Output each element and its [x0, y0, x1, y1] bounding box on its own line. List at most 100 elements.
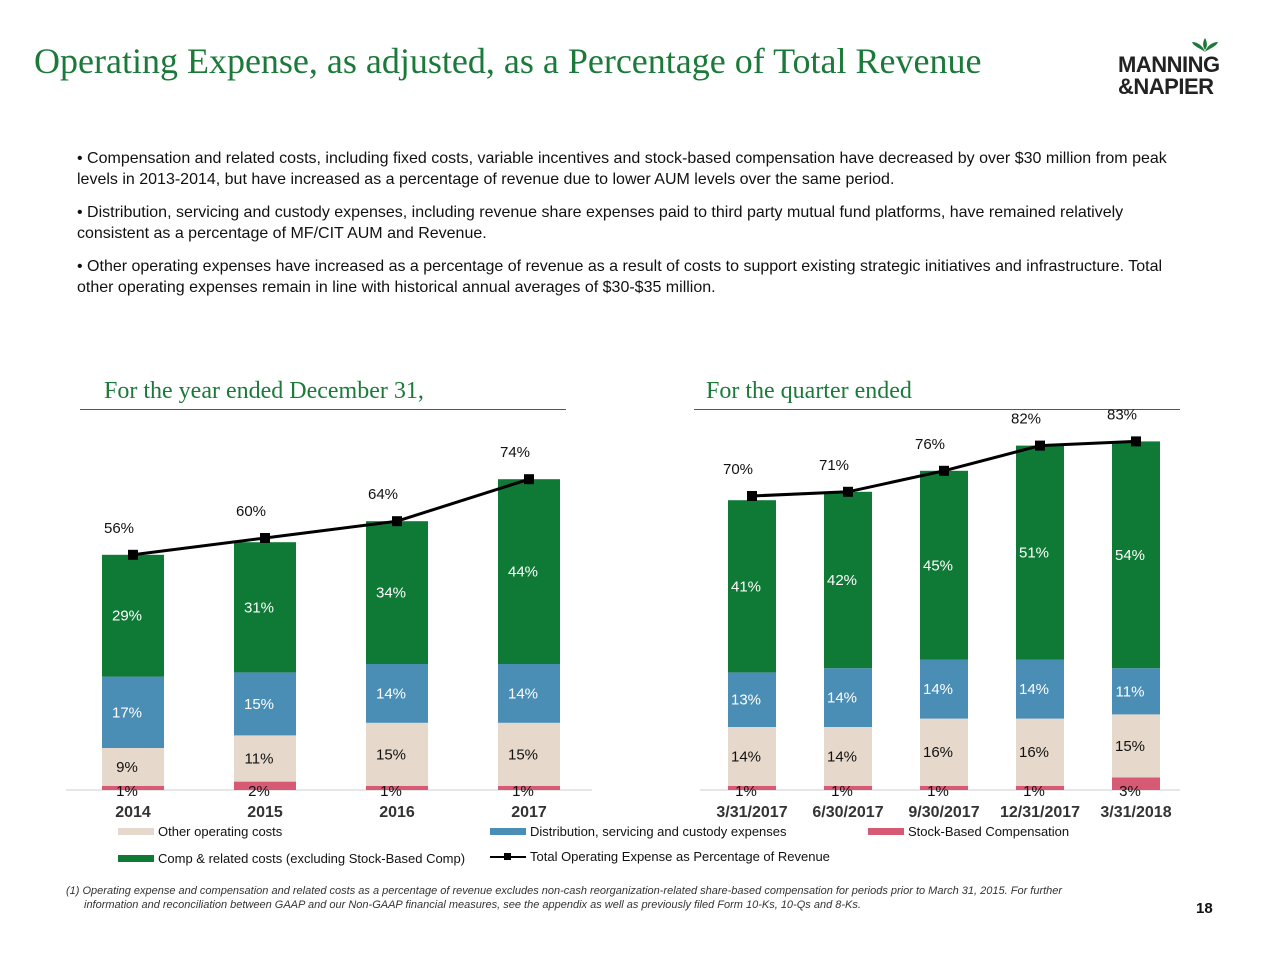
data-label-other: 11% [245, 751, 274, 768]
total-line-marker [260, 533, 270, 543]
bar-segment-comp [920, 470, 968, 660]
data-label-stock: 2% [248, 783, 270, 800]
data-label-distribution: 13% [731, 692, 761, 709]
data-label-other: 9% [116, 759, 138, 776]
total-line-marker [747, 491, 757, 501]
bar-segment-other [366, 722, 428, 786]
total-line [132, 477, 530, 557]
bar-segment-comp [1016, 445, 1064, 660]
bar-segment-comp [102, 554, 164, 677]
footnote-line: information and reconciliation between G… [84, 899, 861, 911]
legend-item-other: Other operating costs [118, 824, 282, 839]
legend-swatch-comp [118, 855, 154, 862]
bar-segment-distribution [1016, 659, 1064, 719]
bullet-item: • Other operating expenses have increase… [77, 258, 1163, 296]
bar-segment-distribution [102, 676, 164, 748]
company-logo: MANNING &NAPIER [1118, 38, 1238, 104]
bar-segment-other [102, 748, 164, 786]
data-label-comp: 31% [244, 599, 274, 616]
bar-segment-other [824, 727, 872, 786]
legend-label-other: Other operating costs [158, 824, 283, 839]
data-label-comp: 41% [731, 578, 761, 595]
legend-swatch-other [118, 828, 154, 835]
total-line-marker [1131, 436, 1141, 447]
chart-legend: Other operating costs Distribution, serv… [118, 824, 1118, 874]
total-line-marker [843, 486, 853, 497]
bar-segment-comp [366, 521, 428, 664]
x-tick-label: 2015 [247, 804, 283, 821]
bullet-item: • Distribution, servicing and custody ex… [77, 204, 1124, 242]
legend-swatch-stock [868, 828, 904, 835]
data-label-other: 14% [827, 748, 857, 765]
data-label-other: 16% [923, 744, 953, 761]
data-label-distribution: 11% [1116, 683, 1145, 700]
bar-segment-other [920, 718, 968, 786]
leaf-icon [1192, 38, 1218, 52]
x-tick-label: 2016 [379, 804, 415, 821]
data-label-stock: 1% [831, 783, 853, 800]
footnote-line: (1) Operating expense and compensation a… [66, 885, 1063, 897]
x-tick-label: 9/30/2017 [908, 804, 979, 821]
bar-segment-distribution [920, 659, 968, 719]
legend-swatch-total [490, 852, 526, 862]
bar-segment-distribution [728, 672, 776, 727]
bar-segment-distribution [366, 664, 428, 723]
data-label-comp: 42% [827, 572, 857, 589]
bar-segment-distribution [824, 668, 872, 727]
data-label-other: 16% [1019, 744, 1049, 761]
x-tick-label: 2014 [115, 804, 151, 821]
legend-label-distribution: Distribution, servicing and custody expe… [530, 824, 787, 839]
bar-segment-stock [102, 785, 164, 790]
total-line-label: 74% [500, 444, 530, 461]
footnote: (1) Operating expense and compensation a… [66, 884, 1166, 912]
bar-segment-stock [498, 785, 560, 790]
data-label-stock: 3% [1119, 783, 1141, 800]
data-label-stock: 1% [116, 783, 138, 800]
data-label-comp: 34% [376, 585, 406, 602]
bar-segment-other [1112, 714, 1160, 778]
quarterly-section-rule [694, 409, 1180, 410]
annual-section-rule [80, 409, 566, 410]
data-label-comp: 51% [1019, 545, 1049, 562]
total-line-label: 83% [1107, 406, 1137, 423]
data-label-comp: 44% [508, 564, 538, 581]
bar-segment-comp [824, 491, 872, 669]
data-label-comp: 45% [923, 557, 953, 574]
legend-item-distribution: Distribution, servicing and custody expe… [490, 824, 787, 839]
legend-item-total: Total Operating Expense as Percentage of… [490, 849, 830, 864]
bar-segment-other [728, 727, 776, 786]
x-tick-label: 6/30/2017 [812, 804, 883, 821]
data-label-stock: 1% [1023, 783, 1045, 800]
legend-label-comp: Comp & related costs (excluding Stock-Ba… [158, 851, 466, 866]
bar-segment-distribution [1112, 668, 1160, 715]
data-label-comp: 54% [1115, 547, 1145, 564]
bar-segment-other [234, 735, 296, 782]
data-label-other: 15% [1115, 738, 1145, 755]
page-title: Operating Expense, as adjusted, as a Per… [34, 41, 982, 81]
total-line-label: 60% [236, 503, 266, 520]
data-label-distribution: 14% [923, 681, 953, 698]
total-line-marker [524, 474, 534, 485]
bar-segment-stock [1016, 785, 1064, 790]
bar-segment-comp [498, 479, 560, 664]
logo-text-line1: MANNING [1118, 52, 1220, 77]
legend-label-stock: Stock-Based Compensation [908, 824, 1070, 839]
bar-segment-other [498, 722, 560, 786]
data-label-distribution: 14% [827, 690, 857, 707]
legend-item-stock: Stock-Based Compensation [868, 824, 1069, 839]
logo-text-line2: &NAPIER [1118, 74, 1214, 99]
total-line-label: 70% [723, 461, 753, 478]
total-line-label: 76% [915, 436, 945, 453]
bar-segment-distribution [234, 672, 296, 736]
bar-segment-stock [920, 785, 968, 790]
data-label-stock: 1% [927, 783, 949, 800]
data-label-stock: 1% [735, 783, 757, 800]
bar-segment-stock [366, 785, 428, 790]
data-label-distribution: 15% [244, 696, 274, 713]
total-line-label: 82% [1011, 411, 1041, 428]
bar-segment-comp [234, 542, 296, 673]
page-number: 18 [1196, 900, 1213, 917]
data-label-distribution: 14% [508, 685, 538, 702]
bar-segment-comp [728, 500, 776, 673]
total-line-marker [392, 516, 402, 527]
